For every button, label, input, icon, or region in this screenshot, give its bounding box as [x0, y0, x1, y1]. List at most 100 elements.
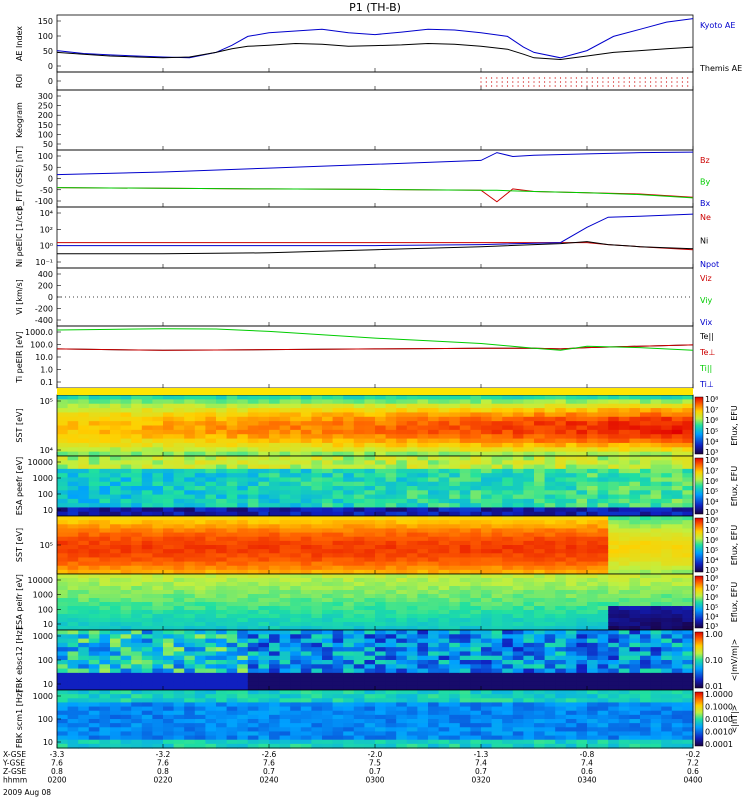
heatmap-cell [290, 586, 301, 591]
heatmap-cell [682, 541, 693, 546]
heatmap-cell [545, 417, 556, 422]
heatmap-cell [682, 533, 693, 538]
heatmap-cell [396, 549, 407, 554]
heatmap-cell [502, 566, 513, 571]
heatmap-cell [364, 503, 375, 508]
heatmap-cell [152, 574, 163, 579]
heatmap-cell [661, 562, 672, 567]
heatmap-cell [661, 408, 672, 413]
heatmap-cell [78, 664, 89, 669]
heatmap-cell [131, 486, 142, 491]
heatmap-cell [608, 408, 619, 413]
y-tick-label: 0.1 [40, 378, 53, 387]
heatmap-cell [152, 503, 163, 508]
heatmap-cell [131, 434, 142, 439]
heatmap-cell [205, 727, 216, 732]
heatmap-cell [407, 643, 418, 648]
heatmap-cell [152, 399, 163, 404]
heatmap-cell [110, 719, 121, 724]
heatmap-cell [174, 651, 185, 656]
heatmap-cell [576, 469, 587, 474]
heatmap-cell [258, 681, 269, 686]
heatmap-cell [195, 460, 206, 465]
heatmap-cell [78, 618, 89, 623]
heatmap-cell [110, 549, 121, 554]
heatmap-cell [439, 507, 450, 512]
heatmap-cell [121, 702, 132, 707]
heatmap-cell [566, 426, 577, 431]
heatmap-cell [364, 495, 375, 500]
heatmap-cell [311, 698, 322, 703]
heatmap-cell [364, 602, 375, 607]
heatmap-cell [99, 582, 110, 587]
heatmap-cell [428, 524, 439, 529]
heatmap-cell [672, 549, 683, 554]
heatmap-cell [57, 469, 68, 474]
heatmap-cell [651, 412, 662, 417]
heatmap-cell [131, 495, 142, 500]
heatmap-cell [205, 639, 216, 644]
heatmap-cell [68, 465, 79, 470]
heatmap-cell [492, 566, 503, 571]
heatmap-cell [619, 456, 630, 461]
heatmap-cell [184, 553, 195, 558]
heatmap-cell [121, 590, 132, 595]
heatmap-cell [523, 443, 534, 448]
heatmap-cell [195, 439, 206, 444]
roi-dot [560, 85, 561, 86]
heatmap-cell [608, 469, 619, 474]
heatmap-cell [280, 456, 291, 461]
heatmap-cell [78, 520, 89, 525]
heatmap-cell [364, 490, 375, 495]
heatmap-cell [280, 528, 291, 533]
heatmap-cell [163, 694, 174, 699]
heatmap-cell [375, 482, 386, 487]
heatmap-cell [322, 417, 333, 422]
heatmap-cell [587, 495, 598, 500]
heatmap-cell [227, 499, 238, 504]
heatmap-cell [280, 443, 291, 448]
heatmap-cell [269, 590, 280, 595]
heatmap-cell [407, 460, 418, 465]
heatmap-cell [672, 477, 683, 482]
heatmap-cell [619, 404, 630, 409]
heatmap-cell [672, 399, 683, 404]
heatmap-cell [640, 578, 651, 583]
heatmap-cell [216, 417, 227, 422]
heatmap-cell [248, 499, 259, 504]
heatmap-cell [587, 537, 598, 542]
heatmap-cell [682, 562, 693, 567]
heatmap-cell [301, 404, 312, 409]
heatmap-cell [184, 447, 195, 452]
heatmap-cell [195, 690, 206, 695]
heatmap-cell [492, 507, 503, 512]
heatmap-cell [311, 404, 322, 409]
roi-dot [597, 77, 598, 78]
heatmap-cell [545, 447, 556, 452]
heatmap-cell [68, 412, 79, 417]
heatmap-cell [99, 715, 110, 720]
heatmap-cell [672, 545, 683, 550]
heatmap-cell [449, 516, 460, 521]
heatmap-cell [142, 630, 153, 635]
heatmap-cell [619, 507, 630, 512]
heatmap-cell [534, 610, 545, 615]
heatmap-cell [651, 469, 662, 474]
heatmap-cell [428, 610, 439, 615]
heatmap-cell [534, 516, 545, 521]
heatmap-cell [68, 715, 79, 720]
heatmap-cell [682, 507, 693, 512]
heatmap-cell [311, 622, 322, 627]
heatmap-cell [407, 582, 418, 587]
heatmap-cell [396, 537, 407, 542]
heatmap-cell [301, 408, 312, 413]
heatmap-cell [57, 698, 68, 703]
heatmap-cell [396, 524, 407, 529]
heatmap-cell [481, 586, 492, 591]
heatmap-cell [174, 698, 185, 703]
heatmap-cell [311, 443, 322, 448]
heatmap-cell [513, 610, 524, 615]
heatmap-cell [99, 473, 110, 478]
heatmap-cell [333, 651, 344, 656]
heatmap-cell [661, 574, 672, 579]
